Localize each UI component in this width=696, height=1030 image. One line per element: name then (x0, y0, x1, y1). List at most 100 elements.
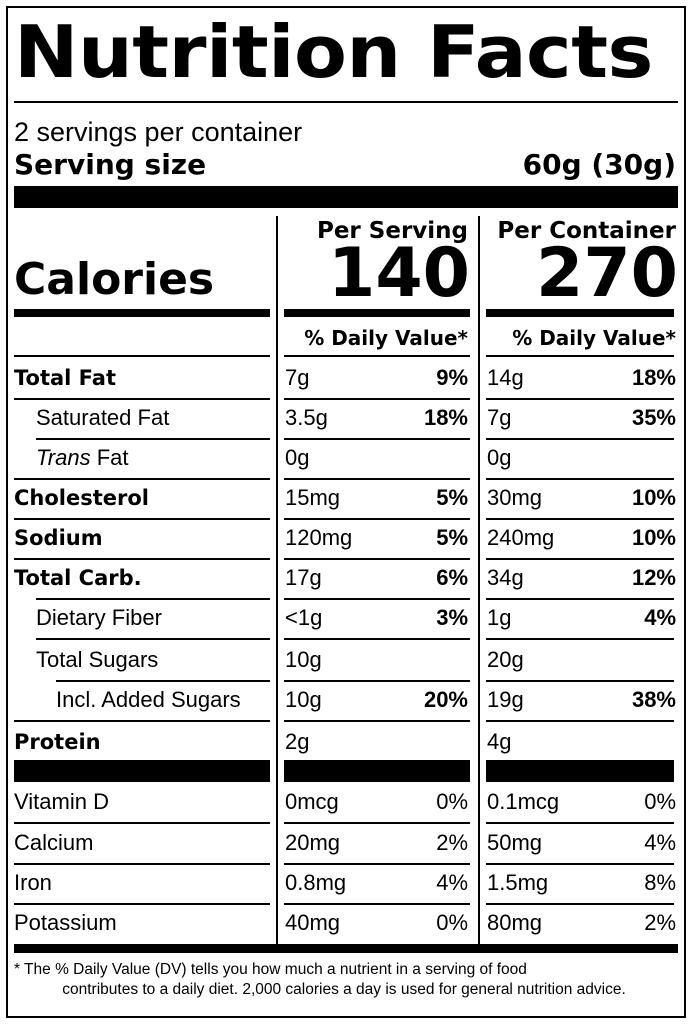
serving-amount: 0mcg (285, 789, 339, 814)
vitamin-row-calcium: Calcium 20mg 2% 50mg 4% (8, 823, 684, 863)
calories-divider-serving (284, 309, 470, 317)
container-amount: 34g (487, 565, 524, 590)
serving-amount: 0g (285, 445, 310, 470)
serving-amount: 20mg (285, 830, 341, 855)
serving-daily-value: 0% (436, 789, 468, 814)
row-rule (284, 355, 470, 357)
container-daily-value: 0% (644, 789, 676, 814)
servings-per-container: 2 servings per container (14, 117, 303, 147)
serving-daily-value: 5% (436, 485, 468, 510)
serving-amount: 0.8mg (285, 870, 347, 895)
column-divider-right (478, 216, 480, 948)
nutrient-name: Incl. Added Sugars (56, 687, 241, 712)
serving-amount: <1g (285, 605, 323, 630)
row-rule (284, 398, 470, 400)
row-rule (284, 720, 470, 722)
nutrient-name: Vitamin D (14, 789, 109, 814)
title-divider (14, 101, 678, 103)
container-daily-value: 38% (631, 687, 676, 712)
row-rule (284, 680, 470, 682)
container-amount: 20g (487, 647, 524, 672)
calories-per-container: 270 (536, 234, 678, 313)
label-title: Nutrition Facts (14, 10, 653, 94)
per-container-header: Per Container (497, 218, 676, 244)
nutrient-name-italic: Trans (36, 445, 91, 470)
nutrient-name: Dietary Fiber (36, 605, 162, 630)
serving-amount: 120mg (285, 525, 353, 550)
serving-daily-value: 2% (436, 830, 468, 855)
row-rule (486, 638, 674, 640)
nutrient-name-rest: Fat (90, 445, 129, 470)
daily-value-footnote: * The % Daily Value (DV) tells you how m… (14, 960, 674, 1000)
serving-daily-value: 3% (436, 605, 468, 630)
container-daily-value: 12% (631, 565, 676, 590)
nutrient-name: Sodium (14, 526, 103, 550)
nutrient-name: Total Fat (14, 366, 117, 390)
container-amount: 50mg (487, 830, 543, 855)
serving-amount: 15mg (285, 485, 341, 510)
container-daily-value: 10% (631, 485, 676, 510)
nutrient-name: Trans Fat (36, 438, 129, 478)
calories-per-serving: 140 (328, 234, 470, 313)
row-rule (14, 398, 270, 400)
container-amount: 1g (487, 605, 512, 630)
row-rule (14, 863, 270, 865)
serving-daily-value: 9% (436, 365, 468, 390)
thick-divider-bottom (14, 944, 678, 953)
container-amount: 80mg (487, 910, 543, 935)
container-amount: 0g (487, 445, 512, 470)
container-amount: 240mg (487, 525, 555, 550)
serving-daily-value: 6% (436, 565, 468, 590)
container-amount: 19g (487, 687, 524, 712)
nutrient-name: Total Carb. (14, 566, 142, 590)
container-amount: 30mg (487, 485, 543, 510)
row-rule (14, 822, 270, 824)
row-rule (14, 518, 270, 520)
row-rule (284, 638, 470, 640)
calories-divider-name (14, 309, 270, 317)
container-daily-value: 4% (644, 830, 676, 855)
nutrient-row-total-carb: Total Carb. 17g 6% 34g 12% (8, 558, 684, 598)
thick-divider-vitamins-name (14, 760, 270, 782)
row-rule (486, 903, 674, 905)
nutrient-name: Potassium (14, 910, 117, 935)
serving-daily-value: 5% (436, 525, 468, 550)
nutrient-name: Calcium (14, 830, 94, 855)
container-daily-value: 10% (631, 525, 676, 550)
nutrient-name: Saturated Fat (36, 405, 170, 430)
row-rule (14, 558, 270, 560)
row-rule (486, 518, 674, 520)
nutrient-row-protein: Protein 2g 4g (8, 722, 684, 762)
row-rule (284, 598, 470, 600)
container-amount: 1.5mg (487, 870, 549, 895)
daily-value-header-serving: % Daily Value* (304, 326, 468, 350)
container-amount: 0.1mcg (487, 789, 560, 814)
row-rule (36, 598, 270, 600)
serving-size-value: 60g (30g) (522, 148, 676, 181)
thick-divider-vitamins-serving (284, 760, 470, 782)
row-rule (486, 438, 674, 440)
serving-amount: 17g (285, 565, 322, 590)
per-serving-header: Per Serving (316, 218, 468, 244)
serving-daily-value: 4% (436, 870, 468, 895)
footnote-line-1: * The % Daily Value (DV) tells you how m… (14, 961, 527, 978)
row-rule (284, 822, 470, 824)
row-rule (486, 558, 674, 560)
column-divider-left (276, 216, 278, 948)
nutrient-row-total-fat: Total Fat 7g 9% 14g 18% (8, 358, 684, 398)
thick-divider-vitamins-container (486, 760, 674, 782)
thick-divider-top (14, 186, 678, 208)
row-rule (486, 822, 674, 824)
footnote-line-2: contributes to a daily diet. 2,000 calor… (62, 981, 626, 998)
container-daily-value: 8% (644, 870, 676, 895)
row-rule (56, 680, 270, 682)
nutrient-row-sodium: Sodium 120mg 5% 240mg 10% (8, 518, 684, 558)
container-daily-value: 4% (644, 605, 676, 630)
daily-value-header-container: % Daily Value* (512, 326, 676, 350)
row-rule (284, 438, 470, 440)
vitamin-row-iron: Iron 0.8mg 4% 1.5mg 8% (8, 863, 684, 903)
serving-amount: 7g (285, 365, 310, 390)
serving-amount: 3.5g (285, 405, 328, 430)
serving-daily-value: 18% (423, 405, 468, 430)
row-rule (284, 518, 470, 520)
